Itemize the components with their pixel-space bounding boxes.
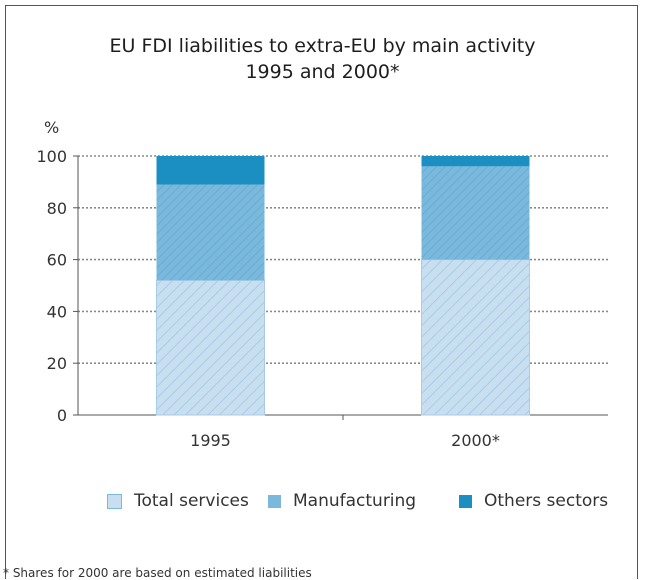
y-tick-label: 40	[47, 302, 67, 321]
y-tick-label: 0	[57, 406, 67, 425]
footnote: * Shares for 2000 are based on estimated…	[3, 566, 312, 580]
y-tick-label: 20	[47, 354, 67, 373]
y-tick-label: 100	[36, 147, 67, 166]
legend-label: Others sectors	[484, 491, 609, 511]
y-axis-unit-label: %	[44, 118, 60, 137]
legend-label: Total services	[134, 491, 249, 511]
legend-swatch	[107, 493, 122, 509]
legend-label: Manufacturing	[293, 491, 417, 511]
chart-frame	[5, 5, 638, 579]
legend-swatch	[459, 494, 472, 508]
bar-others-sectors-1995	[156, 156, 265, 185]
y-tick-label: 80	[47, 199, 67, 218]
bar-manufacturing-2000	[421, 166, 530, 260]
legend-item: Total services	[107, 491, 249, 511]
legend-swatch	[268, 494, 281, 508]
chart-title: EU FDI liabilities to extra-EU by main a…	[109, 35, 536, 57]
y-tick-label: 60	[47, 251, 67, 270]
chart-plot: 0 20 40 60 80 100 1995 2000*	[36, 147, 608, 450]
bar-manufacturing-1995	[156, 184, 265, 281]
x-tick-label: 1995	[190, 431, 231, 450]
bar-total-services-1995	[156, 279, 265, 416]
bar-total-services-2000	[421, 259, 530, 416]
legend-item: Manufacturing	[268, 491, 416, 511]
legend-item: Others sectors	[459, 491, 608, 511]
bar-others-sectors-2000	[421, 156, 530, 167]
x-tick-label: 2000*	[451, 431, 500, 450]
chart-subtitle: 1995 and 2000*	[245, 61, 400, 83]
